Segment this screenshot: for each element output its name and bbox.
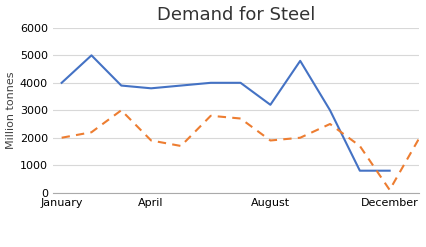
Actual Demand [357, 144, 362, 147]
Actual Demand [267, 139, 272, 142]
Actual Demand [237, 117, 242, 120]
Amount Produced [386, 169, 391, 172]
Actual Demand [59, 136, 64, 139]
Amount Produced [178, 84, 183, 87]
Amount Produced [267, 103, 272, 106]
Amount Produced [237, 81, 242, 84]
Actual Demand [386, 188, 391, 191]
Amount Produced [118, 84, 124, 87]
Actual Demand [178, 144, 183, 147]
Actual Demand [89, 131, 94, 134]
Actual Demand [148, 139, 153, 142]
Line: Amount Produced: Amount Produced [61, 55, 389, 171]
Amount Produced [148, 87, 153, 90]
Amount Produced [297, 59, 302, 62]
Amount Produced [327, 109, 332, 112]
Title: Demand for Steel: Demand for Steel [156, 5, 314, 23]
Y-axis label: Million tonnes: Million tonnes [6, 72, 15, 149]
Actual Demand [297, 136, 302, 139]
Actual Demand [118, 109, 124, 112]
Amount Produced [357, 169, 362, 172]
Amount Produced [89, 54, 94, 57]
Actual Demand [208, 114, 213, 117]
Actual Demand [416, 136, 421, 139]
Amount Produced [59, 81, 64, 84]
Line: Actual Demand: Actual Demand [61, 110, 418, 190]
Legend: Amount Produced, Actual Demand: Amount Produced, Actual Demand [97, 244, 374, 247]
Amount Produced [208, 81, 213, 84]
Actual Demand [327, 123, 332, 125]
